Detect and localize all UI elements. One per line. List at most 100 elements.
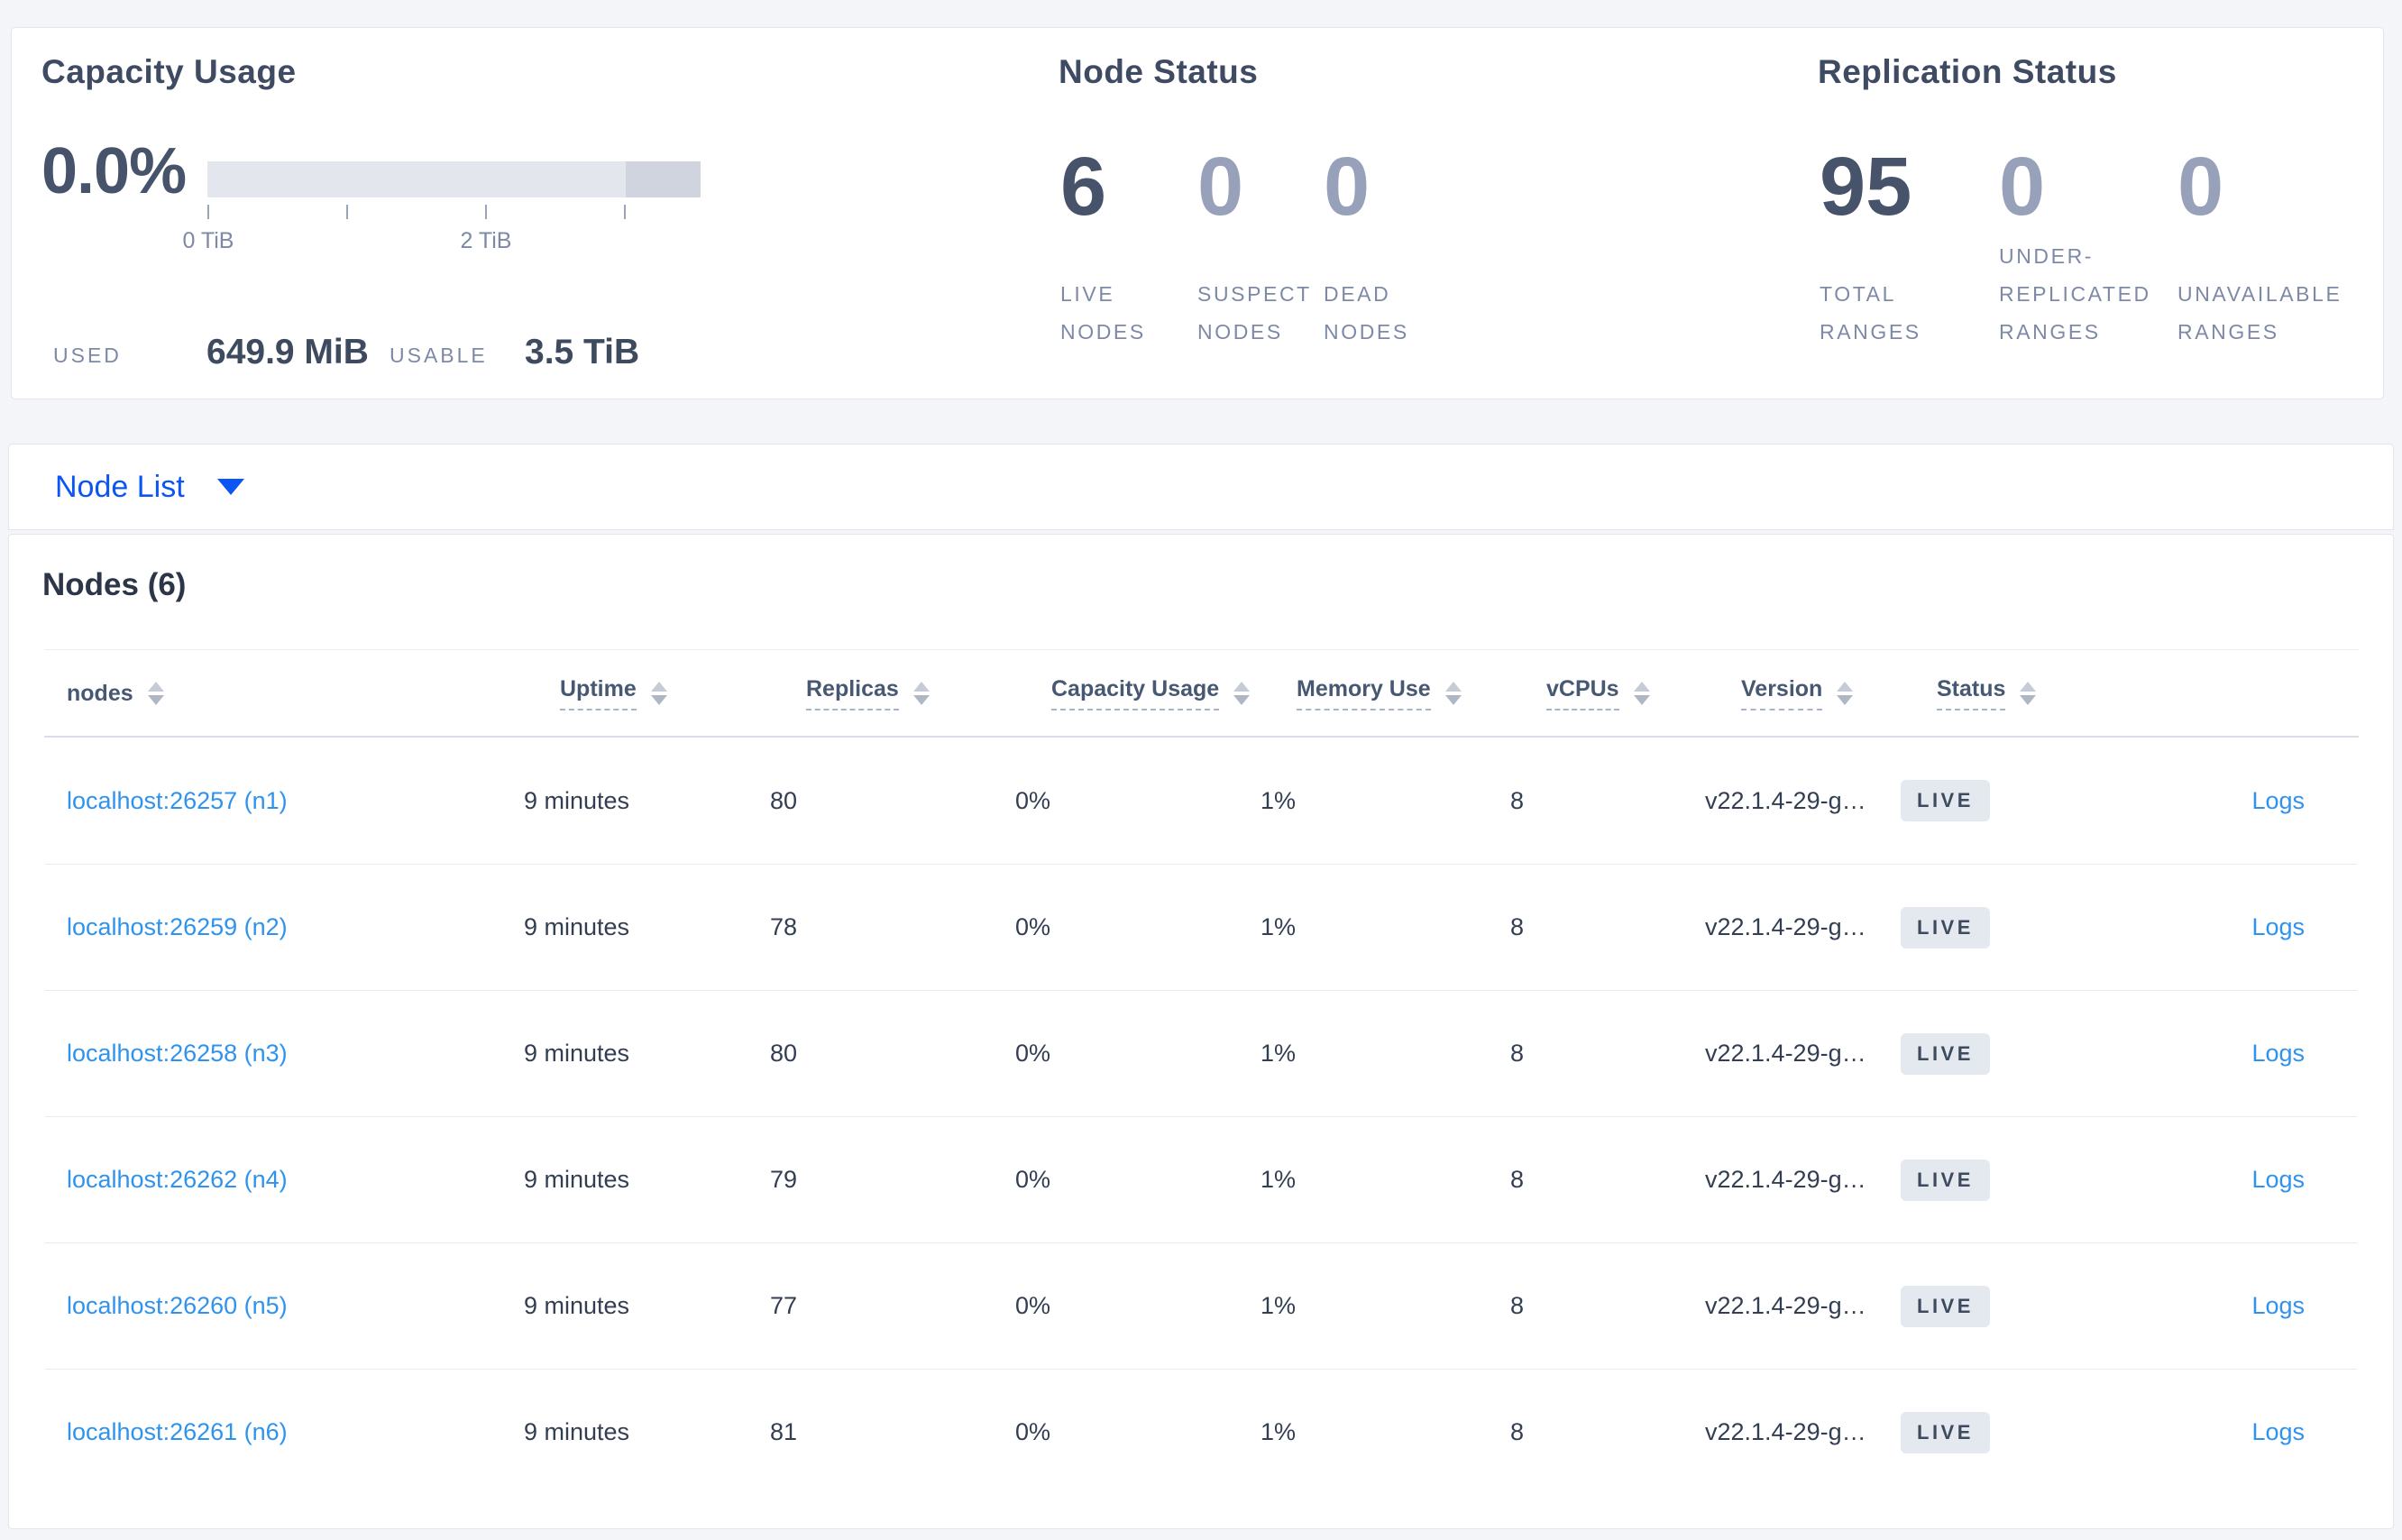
version-cell: v22.1.4-29-g…	[1705, 786, 1866, 814]
dead-nodes-label: DEAD NODES	[1324, 282, 1409, 344]
usable-label: USABLE	[390, 344, 488, 367]
node-link[interactable]: localhost:26258 (n3)	[67, 1040, 288, 1067]
table-row: localhost:26262 (n4) 9 minutes 79 0% 1% …	[45, 1116, 2357, 1242]
column-header-memory-use[interactable]: Memory Use	[1297, 676, 1546, 710]
sort-icon	[650, 682, 667, 705]
replicas-cell: 80	[770, 1040, 798, 1067]
unavailable-ranges-stat: 0 UNAVAILABLE RANGES	[2176, 141, 2374, 351]
vcpus-cell: 8	[1510, 1040, 1525, 1067]
replicas-cell: 78	[770, 913, 798, 940]
vcpus-cell: 8	[1510, 1292, 1525, 1319]
capacity-cell: 0%	[1015, 786, 1051, 814]
logs-link[interactable]: Logs	[2251, 913, 2305, 940]
unavailable-ranges-value: 0	[2177, 141, 2224, 233]
logs-link[interactable]: Logs	[2251, 1040, 2305, 1067]
node-link[interactable]: localhost:26261 (n6)	[67, 1418, 288, 1445]
used-value: 649.9 MiB	[206, 333, 369, 371]
vcpus-cell: 8	[1510, 913, 1525, 940]
node-link[interactable]: localhost:26259 (n2)	[67, 913, 288, 940]
status-badge: LIVE	[1901, 906, 1990, 949]
node-status-title: Node Status	[1059, 53, 1259, 90]
column-header-capacity-usage[interactable]: Capacity Usage	[1051, 676, 1297, 710]
node-link[interactable]: localhost:26257 (n1)	[67, 786, 288, 814]
sort-icon	[912, 682, 930, 705]
vcpus-cell: 8	[1510, 786, 1525, 814]
column-header-label: Capacity Usage	[1051, 676, 1220, 710]
table-header-row: nodes Uptime Replicas Capacity Usage Mem…	[9, 649, 2393, 738]
capacity-percent: 0.0%	[41, 135, 187, 207]
memory-cell: 1%	[1261, 1040, 1297, 1067]
nodes-table-card: Nodes (6) nodes Uptime Replicas Capacity…	[8, 534, 2394, 1529]
replicas-cell: 80	[770, 786, 798, 814]
live-nodes-label: LIVE NODES	[1060, 282, 1146, 344]
memory-cell: 1%	[1261, 1166, 1297, 1193]
divider	[44, 649, 2359, 650]
logs-link[interactable]: Logs	[2251, 1418, 2305, 1445]
column-header-vcpus[interactable]: vCPUs	[1546, 676, 1741, 710]
uptime-cell: 9 minutes	[524, 1166, 630, 1193]
capacity-bar	[207, 161, 701, 197]
version-cell: v22.1.4-29-g…	[1705, 1040, 1866, 1067]
vcpus-cell: 8	[1510, 1166, 1525, 1193]
node-list-dropdown-label: Node List	[55, 469, 185, 504]
column-header-label: Memory Use	[1297, 676, 1431, 710]
column-header-label: Status	[1937, 676, 2006, 710]
axis-tick	[485, 205, 487, 219]
sort-icon	[1633, 682, 1650, 705]
column-header-uptime[interactable]: Uptime	[560, 676, 806, 710]
status-badge: LIVE	[1901, 1411, 1990, 1453]
column-header-replicas[interactable]: Replicas	[806, 676, 1051, 710]
column-header-label: nodes	[67, 680, 133, 706]
table-row: localhost:26260 (n5) 9 minutes 77 0% 1% …	[45, 1242, 2357, 1369]
capacity-bar-extra-segment	[626, 161, 701, 197]
view-selector-strip: Node List	[8, 444, 2394, 530]
usable-value: 3.5 TiB	[525, 333, 640, 371]
column-header-label: Uptime	[560, 676, 637, 710]
logs-link[interactable]: Logs	[2251, 1292, 2305, 1319]
replicas-cell: 81	[770, 1418, 798, 1445]
capacity-usage-title: Capacity Usage	[41, 53, 297, 90]
version-cell: v22.1.4-29-g…	[1705, 1166, 1866, 1193]
total-ranges-stat: 95 TOTAL RANGES	[1818, 141, 1997, 351]
logs-link[interactable]: Logs	[2251, 786, 2305, 814]
table-row: localhost:26259 (n2) 9 minutes 78 0% 1% …	[45, 864, 2357, 990]
status-badge: LIVE	[1901, 1285, 1990, 1327]
node-list-dropdown[interactable]: Node List	[55, 470, 244, 505]
status-badge: LIVE	[1901, 1159, 1990, 1201]
replicas-cell: 77	[770, 1292, 798, 1319]
column-header-nodes[interactable]: nodes	[67, 681, 560, 707]
axis-tick	[346, 205, 348, 219]
capacity-cell: 0%	[1015, 1166, 1051, 1193]
dead-nodes-stat: 0 DEAD NODES	[1322, 141, 1502, 351]
table-body: localhost:26257 (n1) 9 minutes 80 0% 1% …	[45, 738, 2357, 1495]
version-cell: v22.1.4-29-g…	[1705, 913, 1866, 940]
total-ranges-label: TOTAL RANGES	[1820, 282, 1921, 344]
uptime-cell: 9 minutes	[524, 1040, 630, 1067]
column-header-status[interactable]: Status	[1937, 676, 2165, 710]
status-badge: LIVE	[1901, 780, 1990, 821]
replicas-cell: 79	[770, 1166, 798, 1193]
used-label: USED	[53, 344, 122, 367]
axis-tick-label-0: 0 TiB	[182, 228, 234, 253]
sort-icon	[147, 682, 164, 705]
node-link[interactable]: localhost:26260 (n5)	[67, 1292, 288, 1319]
suspect-nodes-value: 0	[1197, 141, 1244, 233]
column-header-label: Replicas	[806, 676, 899, 710]
uptime-cell: 9 minutes	[524, 913, 630, 940]
capacity-cell: 0%	[1015, 1418, 1051, 1445]
sort-icon	[1233, 682, 1251, 705]
nodes-table-title: Nodes (6)	[42, 567, 187, 602]
node-link[interactable]: localhost:26262 (n4)	[67, 1166, 288, 1193]
column-header-version[interactable]: Version	[1741, 676, 1937, 710]
replication-status-section: Replication Status 95 TOTAL RANGES 0 UND…	[1818, 28, 2377, 399]
node-status-section: Node Status 6 LIVE NODES 0 SUSPECT NODES…	[1059, 28, 1780, 399]
uptime-cell: 9 minutes	[524, 1418, 630, 1445]
suspect-nodes-label: SUSPECT NODES	[1197, 282, 1312, 344]
memory-cell: 1%	[1261, 913, 1297, 940]
table-row: localhost:26257 (n1) 9 minutes 80 0% 1% …	[45, 738, 2357, 864]
logs-link[interactable]: Logs	[2251, 1166, 2305, 1193]
column-header-label: Version	[1741, 676, 1823, 710]
divider	[44, 736, 2359, 738]
dead-nodes-value: 0	[1324, 141, 1371, 233]
unavailable-ranges-label: UNAVAILABLE RANGES	[2177, 282, 2342, 344]
